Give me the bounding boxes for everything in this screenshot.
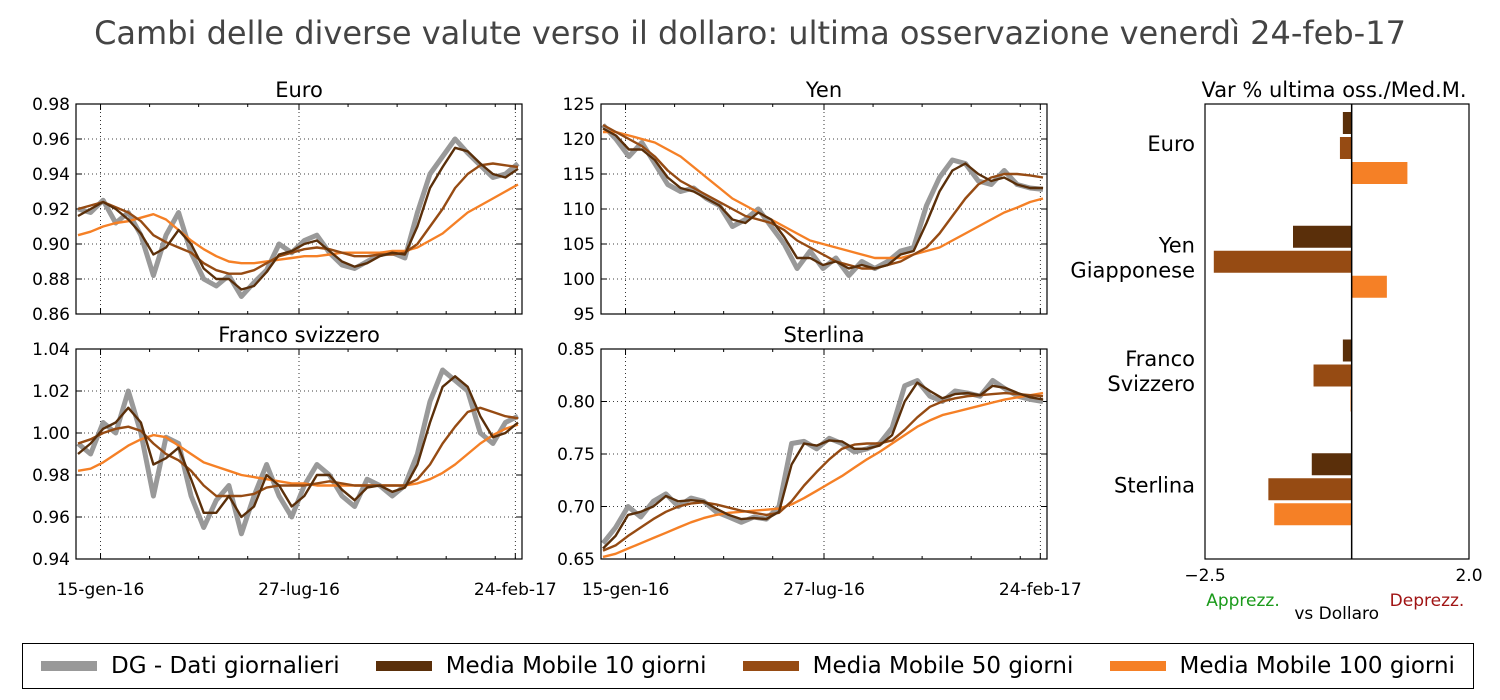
figure: 0.86 0.88 0.90 0.92 0.94 0.96 0.98 Euro 95 100 105… [32, 78, 1482, 624]
y-tick-label: 105 [563, 235, 595, 255]
x-tick-label: 2.0 [1455, 566, 1482, 586]
bar-ma50 [1313, 364, 1352, 387]
y-tick-label: 125 [563, 95, 595, 115]
y-tick-label: 1.00 [32, 424, 70, 444]
y-tick-label: 120 [563, 130, 595, 150]
plot-frame [600, 103, 1048, 315]
category-label: Yen [1158, 233, 1195, 257]
panel-3: 0.65 0.70 0.75 0.80 0.85 Sterlina 15-gen-16 27-… [557, 323, 1082, 600]
series-line-ma50 [602, 123, 1044, 270]
bar-ma10 [1293, 225, 1352, 248]
x-tick-label: −2.5 [1184, 566, 1225, 586]
y-tick-label: 0.96 [32, 130, 70, 150]
y-tick-label: 0.94 [32, 550, 70, 570]
legend-swatch-ma10 [375, 661, 432, 671]
series-line-ma10 [602, 381, 1044, 550]
x-tick-label: 24-feb-17 [474, 580, 557, 600]
plot-frame [75, 103, 523, 315]
legend-swatch-daily [41, 661, 98, 671]
panel-title: Euro [275, 78, 323, 102]
y-tick-label: 0.96 [32, 508, 70, 528]
series-line-daily [76, 367, 520, 537]
y-tick-label: 0.98 [32, 95, 70, 115]
bar-ma100 [1351, 162, 1408, 184]
series-line-daily [601, 123, 1044, 278]
plot-frame [1204, 103, 1470, 560]
panel-title: Var % ultima oss./Med.M. [1201, 78, 1466, 102]
y-tick-label: 100 [563, 270, 595, 290]
series-line-daily [601, 378, 1044, 545]
legend-label-ma100: Media Mobile 100 giorni [1179, 653, 1455, 679]
legend-swatch-ma100 [1109, 661, 1166, 671]
y-tick-label: 0.94 [32, 165, 70, 185]
bar-ma10 [1311, 453, 1352, 476]
series-line-ma10 [77, 375, 519, 519]
x-tick-label: 27-lug-16 [783, 580, 865, 600]
y-tick-label: 1.04 [32, 340, 70, 360]
panel-2: 0.94 0.96 0.98 1.00 1.02 1.04 Franco svizzero 1… [32, 323, 557, 600]
legend-label-ma50: Media Mobile 50 giorni [812, 653, 1074, 679]
y-tick-label: 1.02 [32, 382, 70, 402]
bar-ma50 [1339, 137, 1352, 159]
legend: DG - Dati giornalieri Media Mobile 10 gi… [22, 643, 1474, 689]
panel-1: 95 100 105 110 115 120 125 Yen [563, 78, 1048, 325]
bar-ma100 [1274, 503, 1352, 526]
y-tick-label: 0.92 [32, 200, 70, 220]
bar-ma50 [1268, 478, 1352, 501]
series-line-ma10 [77, 146, 519, 291]
x-tick-label: 27-lug-16 [258, 580, 340, 600]
legend-item-ma100: Media Mobile 100 giorni [1109, 653, 1455, 679]
series-line-ma100 [603, 130, 1044, 260]
y-tick-label: 95 [573, 305, 595, 325]
category-label: Euro [1147, 132, 1195, 156]
plot-frame [600, 348, 1048, 560]
series-line-ma10 [602, 127, 1043, 270]
panel-title: Sterlina [784, 323, 865, 347]
y-tick-label: 0.80 [557, 393, 595, 413]
y-tick-label: 0.85 [557, 340, 595, 360]
category-label: Sterlina [1114, 473, 1195, 497]
bar-ma100 [1351, 275, 1387, 298]
category-label: Franco [1125, 347, 1195, 371]
x-tick-label: 15-gen-16 [582, 580, 670, 600]
y-tick-label: 0.86 [32, 305, 70, 325]
annotation-vs-dollaro: vs Dollaro [1294, 604, 1379, 624]
legend-item-ma50: Media Mobile 50 giorni [742, 653, 1074, 679]
series-line-ma50 [77, 406, 519, 498]
y-tick-label: 0.65 [557, 550, 595, 570]
panel-title: Franco svizzero [218, 323, 380, 347]
x-tick-label: 15-gen-16 [57, 580, 145, 600]
series-line-ma100 [602, 391, 1044, 559]
category-label: Giapponese [1070, 258, 1195, 282]
series-line-ma100 [77, 183, 519, 265]
panel-0: 0.86 0.88 0.90 0.92 0.94 0.96 0.98 Euro [32, 78, 523, 325]
legend-swatch-ma50 [742, 661, 799, 671]
y-tick-label: 110 [563, 200, 595, 220]
bar-ma10 [1342, 339, 1352, 362]
x-tick-label: 24-feb-17 [999, 580, 1082, 600]
legend-label-daily: DG - Dati giornalieri [111, 653, 340, 679]
y-tick-label: 0.90 [32, 235, 70, 255]
y-tick-label: 0.98 [32, 466, 70, 486]
y-tick-label: 0.75 [557, 445, 595, 465]
series-line-ma100 [77, 423, 519, 487]
annotation-deprezz: Deprezz. [1390, 591, 1465, 611]
series-line-ma50 [602, 391, 1044, 552]
legend-item-daily: DG - Dati giornalieri [41, 653, 340, 679]
y-tick-label: 0.88 [32, 270, 70, 290]
y-tick-label: 0.70 [557, 498, 595, 518]
plot-frame [75, 348, 523, 560]
annotation-apprezz: Apprezz. [1206, 591, 1280, 611]
y-tick-label: 115 [563, 165, 595, 185]
category-label: Svizzero [1107, 372, 1195, 396]
legend-label-ma10: Media Mobile 10 giorni [445, 653, 707, 679]
bar-ma10 [1342, 112, 1352, 134]
panel-title: Yen [805, 78, 842, 102]
page-title: Cambi delle diverse valute verso il doll… [94, 14, 1406, 52]
bar-ma50 [1213, 250, 1352, 273]
legend-item-ma10: Media Mobile 10 giorni [375, 653, 707, 679]
series-line-ma50 [77, 162, 519, 275]
